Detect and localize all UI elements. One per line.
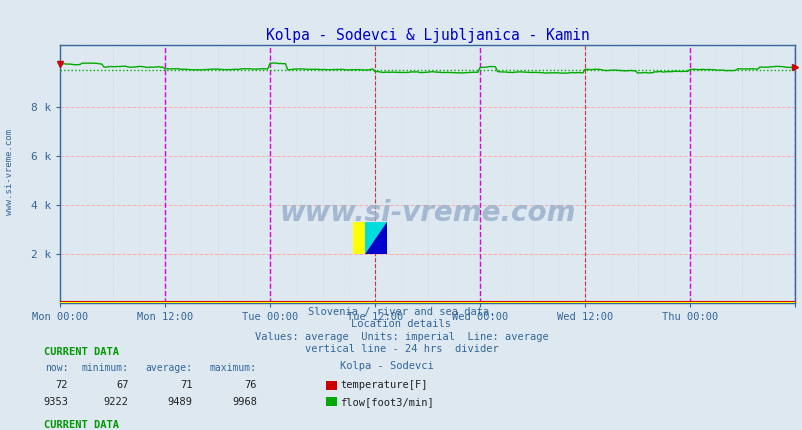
Text: Values: average  Units: imperial  Line: average: Values: average Units: imperial Line: av… [254, 332, 548, 341]
Text: Location details: Location details [351, 319, 451, 329]
Text: 76: 76 [244, 380, 257, 390]
Text: www.si-vreme.com: www.si-vreme.com [5, 129, 14, 215]
Text: 67: 67 [115, 380, 128, 390]
Text: 9353: 9353 [43, 396, 68, 407]
Text: temperature[F]: temperature[F] [340, 380, 427, 390]
Text: 9489: 9489 [168, 396, 192, 407]
Text: 9222: 9222 [103, 396, 128, 407]
Text: 71: 71 [180, 380, 192, 390]
Text: maximum:: maximum: [209, 363, 257, 373]
Text: Kolpa - Sodevci: Kolpa - Sodevci [340, 361, 434, 372]
Text: 9968: 9968 [232, 396, 257, 407]
Text: average:: average: [145, 363, 192, 373]
Text: 72: 72 [55, 380, 68, 390]
Text: now:: now: [45, 363, 68, 373]
Text: flow[foot3/min]: flow[foot3/min] [340, 396, 434, 407]
Text: CURRENT DATA: CURRENT DATA [44, 420, 119, 430]
Text: minimum:: minimum: [81, 363, 128, 373]
Text: www.si-vreme.com: www.si-vreme.com [279, 199, 575, 227]
Text: CURRENT DATA: CURRENT DATA [44, 347, 119, 357]
Text: vertical line - 24 hrs  divider: vertical line - 24 hrs divider [304, 344, 498, 353]
Title: Kolpa - Sodevci & Ljubljanica - Kamin: Kolpa - Sodevci & Ljubljanica - Kamin [265, 28, 589, 43]
Text: Slovenia / river and sea data.: Slovenia / river and sea data. [307, 307, 495, 317]
